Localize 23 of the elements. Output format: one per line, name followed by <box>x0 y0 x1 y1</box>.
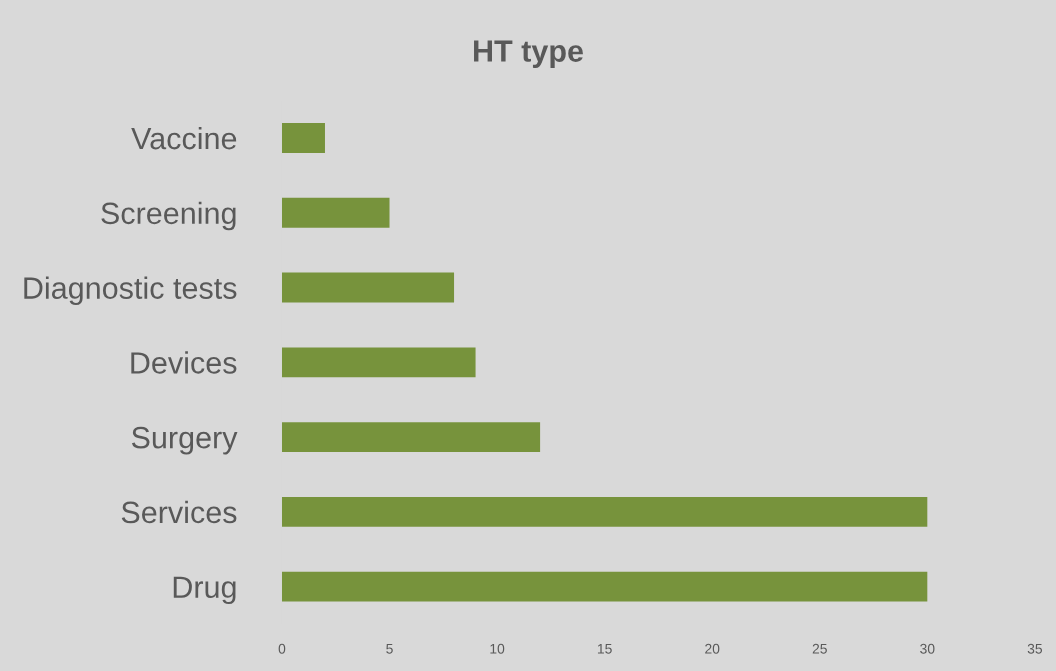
x-tick-label: 35 <box>1027 643 1043 654</box>
bar <box>281 197 390 228</box>
x-tick-label: 0 <box>278 643 286 654</box>
y-tick-label: Surgery <box>131 426 238 455</box>
chart-title: HT type <box>474 40 583 68</box>
bar <box>281 496 928 527</box>
bar <box>281 347 476 378</box>
bar <box>281 571 928 602</box>
x-tick-label: 20 <box>705 643 720 654</box>
x-tick-label: 25 <box>812 643 827 654</box>
y-tick-label: Screening <box>101 201 236 231</box>
bar <box>281 272 455 303</box>
y-tick-label: Services <box>121 500 237 524</box>
bar <box>281 123 325 153</box>
y-tick-label: Vaccine <box>131 126 237 150</box>
bar <box>281 422 541 453</box>
y-tick-label: Drug <box>173 576 236 605</box>
x-tick-label: 15 <box>597 643 612 654</box>
x-tick-label: 30 <box>920 643 935 654</box>
x-tick-label: 10 <box>490 643 505 654</box>
x-tick-label: 5 <box>386 643 393 654</box>
y-tick-label: Diagnostic tests <box>24 276 237 305</box>
y-tick-label: Devices <box>131 351 237 374</box>
